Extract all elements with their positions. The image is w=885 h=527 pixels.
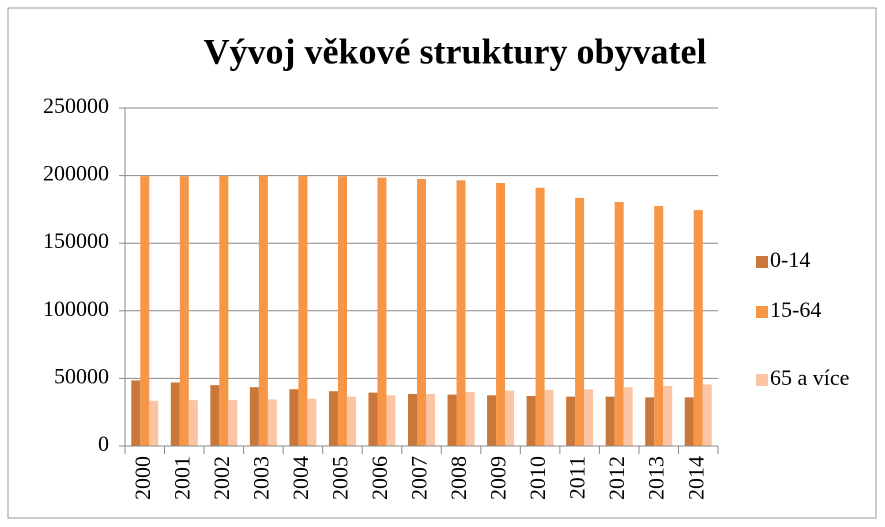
x-tick-label: 2002 — [209, 456, 234, 500]
x-tick-label: 2009 — [486, 456, 511, 500]
y-tick-label: 250000 — [43, 93, 109, 118]
x-tick-label: 2008 — [446, 456, 471, 500]
y-tick-label: 100000 — [43, 296, 109, 321]
bar — [386, 395, 396, 446]
chart-title: Vývoj věkové struktury obyvatel — [204, 31, 707, 71]
bar — [188, 400, 198, 446]
bar — [614, 201, 624, 446]
bar — [447, 394, 457, 446]
bar — [337, 176, 347, 446]
x-tick-label: 2004 — [288, 456, 313, 500]
bar — [496, 183, 506, 446]
bar — [526, 395, 536, 446]
bar — [584, 389, 594, 446]
x-tick-label: 2007 — [407, 456, 432, 500]
bar — [377, 177, 387, 447]
bar — [368, 392, 378, 446]
y-tick-label: 50000 — [54, 363, 109, 388]
bar — [605, 396, 615, 446]
x-tick-label: 2006 — [367, 456, 392, 500]
y-tick-label: 0 — [98, 431, 109, 456]
bar — [487, 395, 497, 446]
y-tick-label: 150000 — [43, 228, 109, 253]
x-tick-label: 2014 — [683, 456, 708, 500]
bar — [249, 387, 259, 446]
bar — [566, 396, 576, 446]
bar — [140, 176, 150, 446]
bar — [623, 387, 633, 446]
x-tick-label: 2003 — [248, 456, 273, 500]
bar — [535, 187, 545, 446]
bar — [170, 382, 180, 446]
bar — [210, 385, 220, 446]
bar — [179, 176, 189, 446]
x-tick-label: 2012 — [604, 456, 629, 500]
x-tick-label: 2010 — [525, 456, 550, 500]
x-tick-label: 2001 — [169, 456, 194, 500]
bar — [663, 385, 673, 446]
bar — [131, 380, 141, 446]
bar — [417, 178, 426, 447]
x-tick-label: 2005 — [327, 456, 352, 500]
bar — [465, 391, 475, 446]
x-tick-label: 2000 — [130, 456, 155, 500]
legend-swatch — [756, 374, 768, 386]
bar — [289, 389, 299, 446]
bar — [298, 175, 308, 446]
bar — [307, 398, 317, 446]
bar — [346, 396, 356, 446]
x-tick-label: 2013 — [644, 456, 669, 500]
bar — [267, 399, 277, 446]
bar — [684, 397, 694, 446]
legend-label: 15-64 — [770, 297, 821, 322]
bar — [228, 400, 238, 446]
bar — [219, 175, 229, 446]
legend-swatch — [756, 256, 768, 268]
legend-label: 0-14 — [770, 247, 810, 272]
legend-swatch — [756, 306, 768, 318]
y-tick-label: 200000 — [43, 161, 109, 186]
bar — [456, 180, 466, 446]
bar — [149, 400, 159, 446]
bar — [645, 397, 655, 446]
bar — [328, 391, 338, 446]
bar — [693, 210, 703, 446]
x-tick-label: 2011 — [565, 456, 590, 499]
bar — [544, 389, 554, 446]
legend-label: 65 a více — [770, 365, 849, 390]
bar — [702, 384, 712, 446]
bar — [258, 175, 268, 446]
bar — [654, 206, 664, 446]
bar — [408, 393, 417, 446]
bar — [575, 197, 585, 446]
bar — [505, 390, 515, 446]
bar — [426, 393, 435, 446]
